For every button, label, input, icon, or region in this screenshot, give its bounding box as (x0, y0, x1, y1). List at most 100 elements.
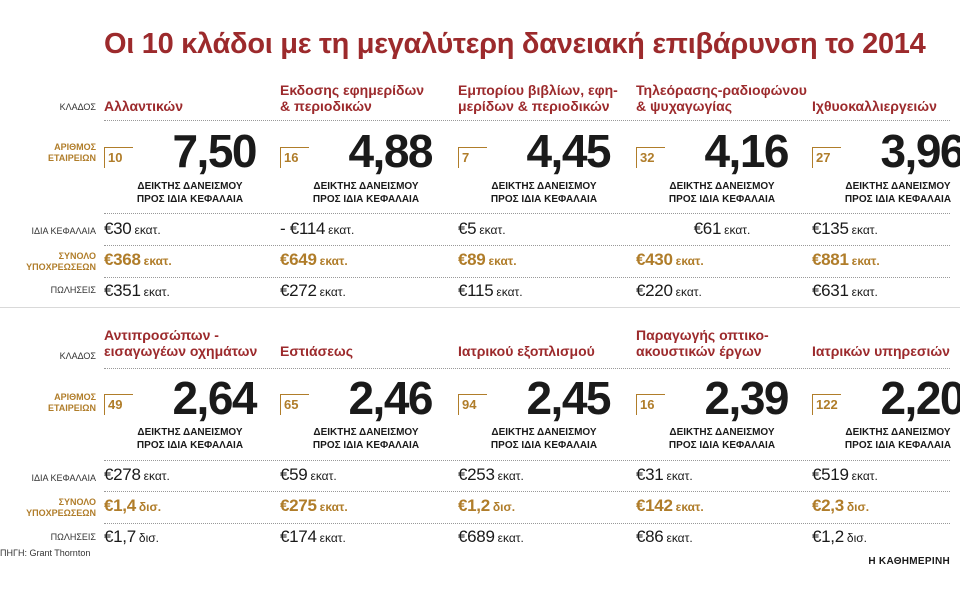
ratio-caption-line2: ΠΡΟΣ ΙΔΙΑ ΚΕΦΑΛΑΙΑ (668, 440, 776, 451)
liabilities-unit: εκατ. (675, 254, 704, 268)
companies-badge: 16 (636, 394, 665, 415)
companies-badge: 27 (812, 147, 841, 168)
ratio-block: 94 2,45 (458, 371, 630, 423)
sales-unit: εκατ. (143, 285, 170, 299)
row-label-equity-2: ΙΔΙΑ ΚΕΦΑΛΑΙΑ (31, 473, 96, 483)
sales-amount: €220 (636, 281, 673, 300)
sales-unit: εκατ. (666, 531, 693, 545)
ratio-value: 2,20 (880, 372, 960, 424)
liabilities-value: €1,2 δισ. (458, 496, 630, 517)
block-separator (0, 307, 960, 308)
equity-value: €278 εκατ. (104, 465, 276, 486)
liabilities-amount: €89 (458, 250, 486, 269)
equity-amount: €278 (104, 465, 141, 484)
sector-name-line1: Αλλαντικών (104, 98, 183, 114)
sales-unit: εκατ. (319, 285, 346, 299)
sales-value: €220 εκατ. (636, 281, 808, 302)
sector-name: Ιχθυοκαλλιεργειών (812, 98, 960, 114)
equity-unit: εκατ. (497, 469, 524, 483)
sector-name: Εστιάσεως (280, 343, 452, 359)
sales-unit: δισ. (138, 531, 159, 545)
companies-badge: 16 (280, 147, 309, 168)
companies-badge: 122 (812, 394, 841, 415)
ratio-caption-line2: ΠΡΟΣ ΙΔΙΑ ΚΕΦΑΛΑΙΑ (668, 194, 776, 205)
publisher-logo: Η ΚΑΘΗΜΕΡΙΝΗ (868, 556, 950, 567)
liabilities-amount: €430 (636, 250, 673, 269)
sector-name-line1: Εμπορίου βιβλίων, εφη- (458, 82, 618, 98)
row-label-companies-2: ΑΡΙΘΜΟΣ ΕΤΑΙΡΕΙΩΝ (0, 392, 96, 414)
ratio-caption: ΔΕΙΚΤΗΣ ΔΑΝΕΙΣΜΟΥ ΠΡΟΣ ΙΔΙΑ ΚΕΦΑΛΑΙΑ (280, 426, 452, 452)
ratio-caption: ΔΕΙΚΤΗΣ ΔΑΝΕΙΣΜΟΥ ΠΡΟΣ ΙΔΙΑ ΚΕΦΑΛΑΙΑ (636, 180, 808, 206)
equity-amount: €30 (104, 219, 132, 238)
divider (104, 523, 950, 524)
sales-value: €272 εκατ. (280, 281, 452, 302)
chart-title: Οι 10 κλάδοι με τη μεγαλύτερη δανειακή ε… (104, 28, 926, 60)
liabilities-unit: δισ. (138, 500, 162, 514)
row-label-sector-2: ΚΛΑΔΟΣ (59, 351, 96, 361)
liabilities-unit: δισ. (846, 500, 870, 514)
sales-unit: εκατ. (497, 531, 524, 545)
sector-name: Παραγωγής οπτικο-ακουστικών έργων (636, 327, 808, 359)
sales-unit: εκατ. (675, 285, 702, 299)
ratio-block: 27 3,96 (812, 124, 960, 176)
equity-unit: εκατ. (666, 469, 693, 483)
ratio-caption-line1: ΔΕΙΚΤΗΣ ΔΑΝΕΙΣΜΟΥ (313, 427, 419, 438)
equity-value: €135 εκατ. (812, 219, 960, 240)
ratio-block: 10 7,50 (104, 124, 276, 176)
ratio-caption: ΔΕΙΚΤΗΣ ΔΑΝΕΙΣΜΟΥ ΠΡΟΣ ΙΔΙΑ ΚΕΦΑΛΑΙΑ (812, 426, 960, 452)
liabilities-value: €275 εκατ. (280, 496, 452, 517)
sales-value: €1,7 δισ. (104, 527, 276, 548)
ratio-caption: ΔΕΙΚΤΗΣ ΔΑΝΕΙΣΜΟΥ ΠΡΟΣ ΙΔΙΑ ΚΕΦΑΛΑΙΑ (812, 180, 960, 206)
equity-value: €61 εκατ. (636, 219, 808, 240)
row-label-liabilities: ΣΥΝΟΛΟ ΥΠΟΧΡΕΩΣΕΩΝ (0, 251, 96, 273)
equity-unit: εκατ. (851, 223, 878, 237)
divider (104, 460, 950, 461)
sector-name: Ιατρικών υπηρεσιών (812, 343, 960, 359)
ratio-caption-line1: ΔΕΙΚΤΗΣ ΔΑΝΕΙΣΜΟΥ (491, 181, 597, 192)
ratio-caption-line1: ΔΕΙΚΤΗΣ ΔΑΝΕΙΣΜΟΥ (137, 181, 243, 192)
companies-badge: 10 (104, 147, 133, 168)
equity-value: €253 εκατ. (458, 465, 630, 486)
liabilities-value: €649 εκατ. (280, 250, 452, 271)
sector-name: Αντιπροσώπων - εισαγωγέων οχημάτων (104, 327, 276, 359)
row-label-liabilities-line2: ΥΠΟΧΡΕΩΣΕΩΝ (26, 262, 96, 272)
ratio-value: 4,45 (526, 125, 611, 177)
sector-name-line2: & ψυχαγωγίας (636, 98, 733, 114)
equity-unit: εκατ. (134, 223, 161, 237)
liabilities-value: €142 εκατ. (636, 496, 808, 517)
ratio-block: 32 4,16 (636, 124, 808, 176)
equity-value: €519 εκατ. (812, 465, 960, 486)
ratio-caption-line1: ΔΕΙΚΤΗΣ ΔΑΝΕΙΣΜΟΥ (845, 181, 951, 192)
liabilities-value: €89 εκατ. (458, 250, 630, 271)
equity-value: €5 εκατ. (458, 219, 630, 240)
ratio-caption-line2: ΠΡΟΣ ΙΔΙΑ ΚΕΦΑΛΑΙΑ (490, 440, 598, 451)
ratio-caption: ΔΕΙΚΤΗΣ ΔΑΝΕΙΣΜΟΥ ΠΡΟΣ ΙΔΙΑ ΚΕΦΑΛΑΙΑ (280, 180, 452, 206)
sector-name: Ιατρικού εξοπλισμού (458, 343, 630, 359)
ratio-caption-line2: ΠΡΟΣ ΙΔΙΑ ΚΕΦΑΛΑΙΑ (490, 194, 598, 205)
sector-name-line2: & περιοδικών (280, 98, 372, 114)
sales-amount: €272 (280, 281, 317, 300)
row-label-companies-line2: ΕΤΑΙΡΕΙΩΝ (47, 403, 96, 413)
divider (104, 277, 950, 278)
equity-amount: €5 (458, 219, 477, 238)
ratio-value: 2,46 (348, 372, 433, 424)
companies-badge: 32 (636, 147, 665, 168)
liabilities-amount: €368 (104, 250, 141, 269)
ratio-caption: ΔΕΙΚΤΗΣ ΔΑΝΕΙΣΜΟΥ ΠΡΟΣ ΙΔΙΑ ΚΕΦΑΛΑΙΑ (458, 426, 630, 452)
ratio-caption: ΔΕΙΚΤΗΣ ΔΑΝΕΙΣΜΟΥ ΠΡΟΣ ΙΔΙΑ ΚΕΦΑΛΑΙΑ (636, 426, 808, 452)
sales-value: €631 εκατ. (812, 281, 960, 302)
ratio-caption-line2: ΠΡΟΣ ΙΔΙΑ ΚΕΦΑΛΑΙΑ (844, 440, 952, 451)
sector-name-line2: ακουστικών έργων (636, 343, 762, 359)
liabilities-value: €430 εκατ. (636, 250, 808, 271)
liabilities-value: €2,3 δισ. (812, 496, 960, 517)
divider (104, 491, 950, 492)
row-label-liabilities-line1: ΣΥΝΟΛΟ (58, 251, 96, 261)
sales-amount: €631 (812, 281, 849, 300)
equity-unit: εκατ. (724, 223, 751, 237)
divider (104, 245, 950, 246)
row-label-liabilities-line2: ΥΠΟΧΡΕΩΣΕΩΝ (26, 508, 96, 518)
ratio-block: 65 2,46 (280, 371, 452, 423)
divider (104, 120, 950, 121)
sector-name: Αλλαντικών (104, 98, 276, 114)
row-label-liabilities-2: ΣΥΝΟΛΟ ΥΠΟΧΡΕΩΣΕΩΝ (0, 497, 96, 519)
